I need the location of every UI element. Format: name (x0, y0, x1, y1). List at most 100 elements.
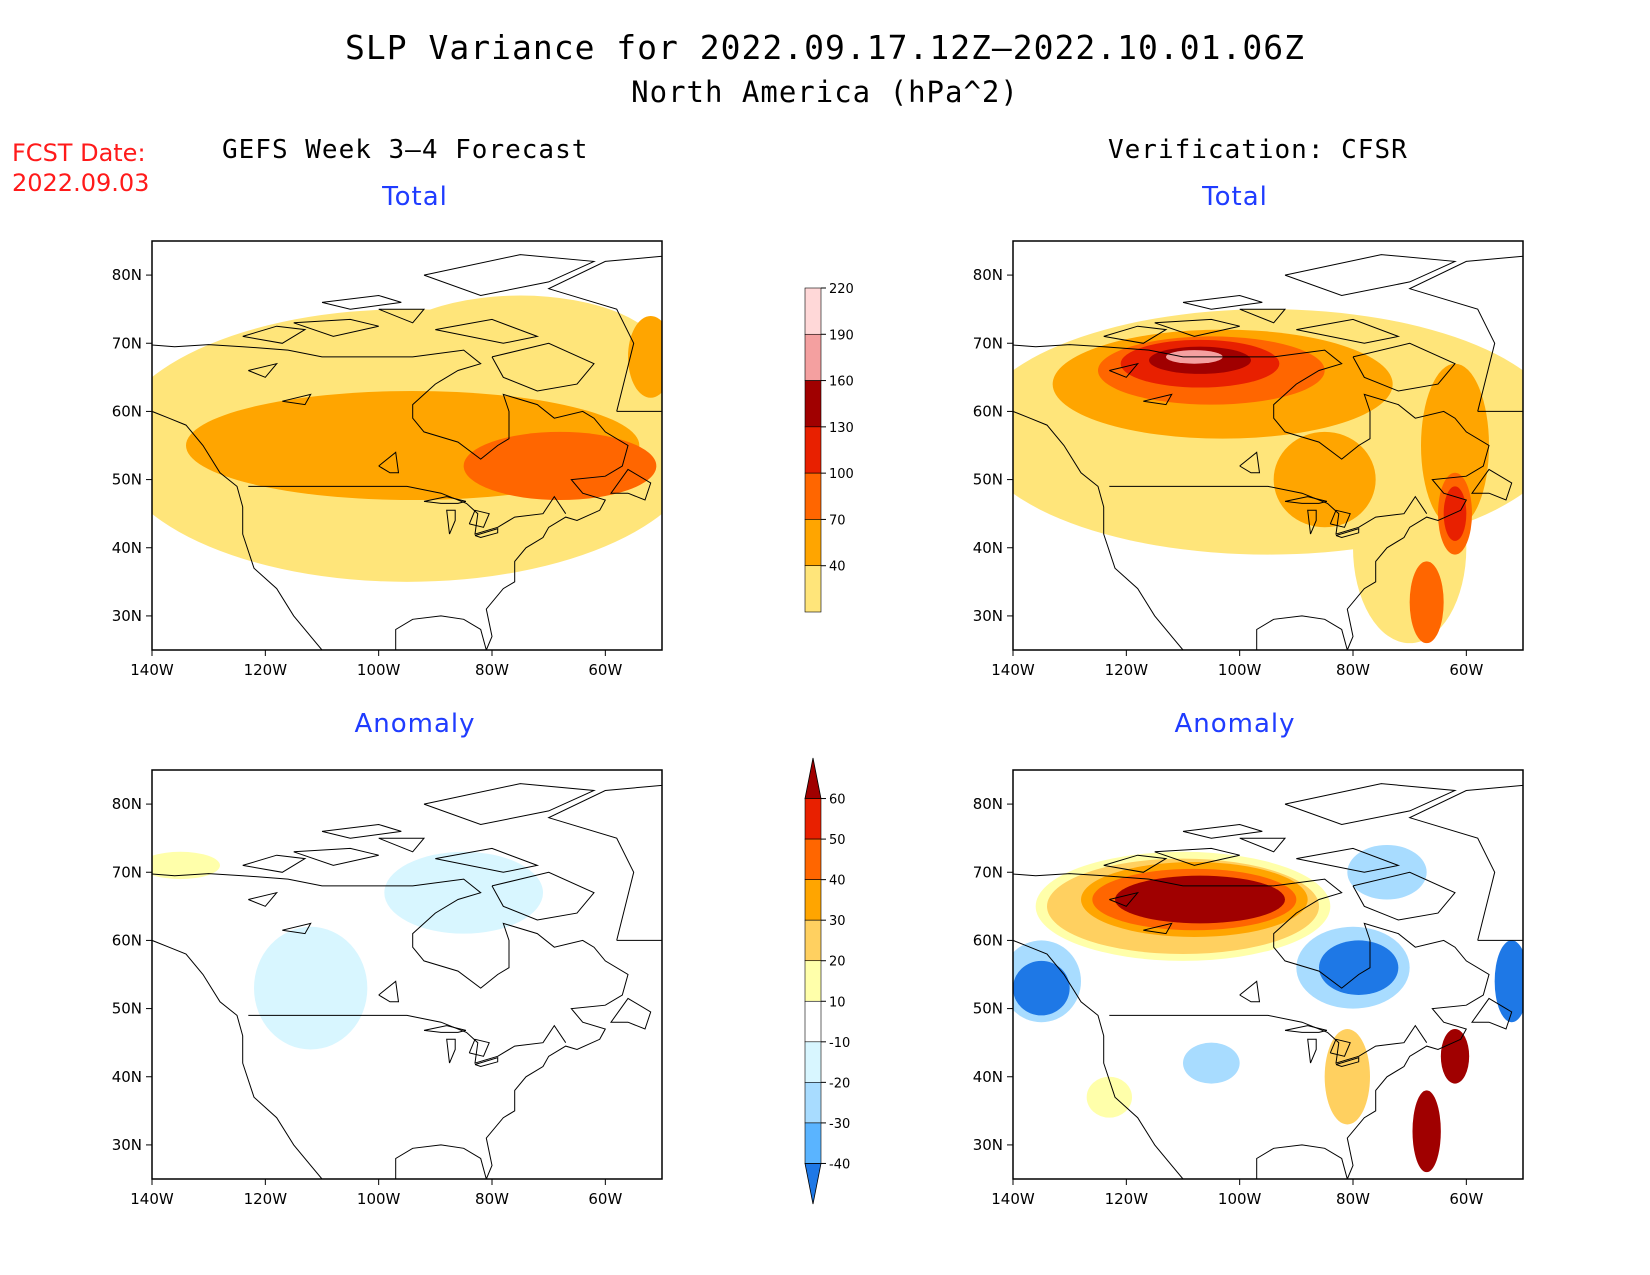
coastline-west (1013, 410, 1184, 650)
colorbar-swatch (804, 380, 822, 428)
lat-tick-label: 30N (973, 1136, 1003, 1154)
colorbar-label: -20 (829, 1076, 850, 1091)
island-outline (1408, 784, 1523, 941)
colorbar-label: 40 (829, 560, 846, 575)
lat-tick-label: 80N (112, 266, 142, 284)
shaded-region (1443, 486, 1467, 541)
lake-outline (1284, 1025, 1328, 1033)
shaded-region (1409, 561, 1444, 644)
map-frame (1012, 769, 1524, 1180)
colorbar-total: 40 70 100 130 160 190 220 (804, 282, 854, 613)
panel-heading-verification-anomaly: Anomaly (1174, 709, 1296, 739)
shaded-region (1183, 1042, 1240, 1084)
lon-tick-label: 60W (588, 661, 622, 679)
shaded-region (1440, 1029, 1470, 1084)
colorbar-label: 30 (829, 914, 846, 929)
lon-tick-label: 140W (130, 661, 174, 679)
map-field-3 (1013, 770, 1523, 1179)
colorbar-swatch (804, 1041, 822, 1083)
shaded-region (628, 315, 662, 398)
lake-outline (468, 509, 490, 528)
lat-tick-label: 50N (112, 471, 142, 489)
lake-outline (1335, 528, 1360, 539)
shaded-region (152, 851, 220, 880)
colorbar-swatch (804, 879, 822, 921)
colorbar-label: 40 (829, 874, 846, 889)
lat-tick-label: 30N (112, 607, 142, 625)
island-outline (1352, 871, 1456, 921)
colorbar-swatch (804, 1000, 822, 1043)
island-outline (491, 871, 595, 921)
colorbar-swatch (804, 1122, 822, 1164)
colorbar-label: -40 (829, 1157, 850, 1172)
lon-tick-label: 100W (1218, 661, 1262, 679)
lon-tick-label: 100W (357, 661, 401, 679)
lake-outline (1307, 509, 1317, 535)
lon-tick-label: 80W (475, 1190, 509, 1208)
coastline-east (152, 344, 629, 650)
colorbar-swatch (804, 838, 822, 880)
lake-outline (248, 891, 279, 907)
map-background (152, 770, 662, 1179)
lat-tick-label: 40N (973, 539, 1003, 557)
colorbar-label: 70 (829, 513, 846, 528)
column-heading-verification: Verification: CFSR (1108, 135, 1408, 165)
coastline-west (1013, 939, 1184, 1179)
lon-tick-label: 60W (1449, 661, 1483, 679)
lake-outline (1239, 451, 1261, 474)
lon-tick-label: 80W (475, 661, 509, 679)
lon-tick-label: 120W (244, 1190, 288, 1208)
lake-outline (474, 1057, 499, 1068)
lat-tick-label: 80N (973, 795, 1003, 813)
panel-heading-forecast-total: Total (382, 182, 448, 212)
lat-tick-label: 80N (973, 266, 1003, 284)
colorbar-label: 220 (829, 282, 854, 297)
main-title: SLP Variance for 2022.09.17.12Z–2022.10.… (345, 28, 1305, 67)
colorbar-swatch (804, 798, 822, 840)
island-outline (1154, 318, 1240, 337)
island-outline (1239, 308, 1287, 324)
lat-tick-label: 70N (112, 863, 142, 881)
fcst-date-label: FCST Date: (12, 139, 146, 167)
colorbar-swatch (804, 519, 822, 567)
colorbar-swatch (804, 565, 822, 613)
lake-outline (378, 980, 400, 1003)
lat-tick-label: 70N (973, 334, 1003, 352)
lake-outline (423, 1025, 467, 1033)
lat-tick-label: 50N (112, 1000, 142, 1018)
lat-tick-label: 60N (973, 931, 1003, 949)
colorbar-swatch (804, 333, 822, 381)
lake-outline (423, 496, 467, 504)
coastline-east (1013, 344, 1490, 650)
lat-tick-label: 30N (112, 1136, 142, 1154)
shaded-region (1324, 1029, 1371, 1125)
island-outline (293, 318, 379, 337)
colorbar-label: 100 (829, 467, 854, 482)
coastline-east (152, 873, 629, 1179)
colorbar-label: 130 (829, 421, 854, 436)
lake-outline (1307, 1038, 1317, 1064)
colorbar-swatch (804, 960, 822, 1002)
lake-outline (446, 1038, 456, 1064)
border-line (1109, 1014, 1428, 1064)
colorbar-swatch (804, 1082, 822, 1124)
map-background (1013, 770, 1523, 1179)
island-outline (1296, 318, 1401, 344)
border-line (248, 485, 567, 535)
lat-tick-label: 50N (973, 1000, 1003, 1018)
lake-outline (474, 528, 499, 539)
lake-outline (378, 451, 400, 474)
lat-tick-label: 60N (112, 931, 142, 949)
island-outline (423, 783, 596, 826)
shaded-region (1115, 875, 1285, 924)
colorbar-label: -30 (829, 1117, 850, 1132)
lat-tick-label: 70N (112, 334, 142, 352)
colorbar-label: 20 (829, 955, 846, 970)
main-subtitle: North America (hPa^2) (631, 75, 1019, 109)
coastline-west (152, 939, 323, 1179)
island-outline (378, 837, 426, 853)
map-field-0 (152, 241, 662, 650)
lon-tick-label: 60W (1449, 1190, 1483, 1208)
map-field-2 (152, 770, 662, 1179)
